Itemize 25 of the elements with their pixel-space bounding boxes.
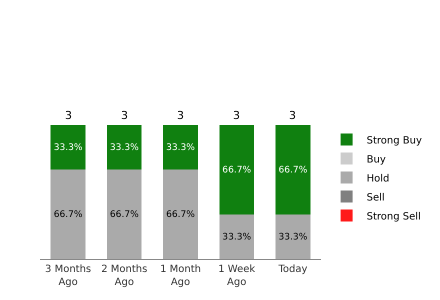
data-label: 66.7%: [166, 210, 196, 220]
data-label: 33.3%: [222, 232, 252, 243]
annotation: 3: [121, 109, 128, 122]
data-label: 66.7%: [278, 166, 308, 176]
x-tick-label: 1 Week Ago: [218, 264, 256, 288]
data-label: 33.3%: [110, 143, 140, 154]
legend-label: Strong Sell: [366, 211, 421, 222]
annotation: 3: [177, 109, 184, 122]
data-label: 66.7%: [222, 166, 252, 176]
annotation: 3: [289, 109, 296, 122]
x-tick-label: 2 Months Ago: [101, 264, 148, 288]
data-label: 66.7%: [54, 210, 83, 220]
legend-label: Sell: [366, 192, 385, 204]
annotation: 3: [65, 109, 72, 122]
data-label: 33.3%: [278, 232, 308, 243]
data-label: 33.3%: [166, 143, 196, 154]
data-label: 66.7%: [110, 210, 140, 220]
legend-label: Buy: [366, 154, 386, 166]
data-label: 33.3%: [54, 143, 83, 154]
legend-label: Strong Buy: [366, 135, 422, 146]
x-tick-label: 1 Month Ago: [160, 264, 201, 288]
x-tick-label: 3 Months Ago: [45, 264, 92, 288]
legend-label: Hold: [366, 173, 390, 184]
x-tick-label: Today: [277, 264, 308, 275]
annotation: 3: [233, 109, 240, 122]
